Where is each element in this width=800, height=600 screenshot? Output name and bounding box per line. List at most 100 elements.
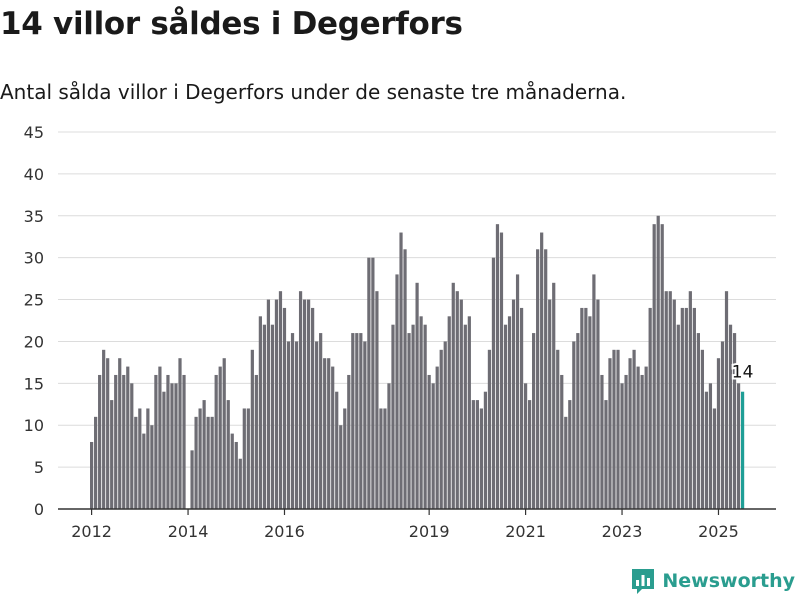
bar bbox=[736, 383, 741, 509]
y-tick-label: 0 bbox=[34, 500, 44, 519]
bar bbox=[540, 232, 544, 509]
y-tick-label: 40 bbox=[24, 165, 44, 184]
bar bbox=[463, 324, 467, 509]
bar bbox=[552, 282, 556, 509]
bar bbox=[102, 349, 106, 509]
bar bbox=[447, 316, 451, 509]
bar bbox=[423, 324, 427, 509]
bar bbox=[190, 450, 194, 509]
y-tick-label: 5 bbox=[34, 458, 44, 477]
bar bbox=[274, 299, 279, 509]
bar bbox=[656, 215, 660, 509]
bar bbox=[278, 291, 283, 509]
bar bbox=[270, 324, 275, 509]
bar bbox=[495, 224, 500, 509]
bar bbox=[684, 307, 688, 509]
bar bbox=[315, 341, 319, 509]
bar bbox=[584, 307, 588, 509]
bar bbox=[90, 441, 94, 509]
bar bbox=[146, 408, 150, 509]
bar bbox=[347, 374, 351, 509]
bar bbox=[443, 341, 447, 509]
highlight-bar bbox=[740, 391, 745, 509]
bar bbox=[660, 224, 664, 509]
bar bbox=[323, 358, 327, 509]
bar bbox=[94, 416, 98, 509]
bar bbox=[680, 307, 684, 509]
bar bbox=[616, 349, 620, 509]
bar bbox=[435, 366, 439, 509]
bar bbox=[298, 291, 303, 509]
bar bbox=[383, 408, 387, 509]
bar bbox=[126, 366, 130, 509]
bar bbox=[130, 383, 134, 509]
y-tick-label: 15 bbox=[24, 374, 44, 393]
bar bbox=[628, 358, 632, 509]
bar bbox=[604, 400, 608, 509]
bar bbox=[138, 408, 142, 509]
bar bbox=[415, 282, 419, 509]
bar bbox=[544, 249, 548, 510]
bar bbox=[564, 416, 568, 509]
bar bbox=[419, 316, 423, 509]
bar bbox=[491, 257, 496, 509]
bar bbox=[331, 366, 335, 509]
bar bbox=[459, 299, 463, 509]
x-tick-label: 2016 bbox=[264, 522, 305, 541]
bar bbox=[515, 274, 520, 509]
bar bbox=[214, 374, 218, 509]
brand-name: Newsworthy bbox=[662, 570, 795, 592]
bar bbox=[206, 416, 210, 509]
bar bbox=[528, 400, 532, 509]
bar bbox=[355, 333, 359, 509]
bar bbox=[507, 316, 512, 509]
bar bbox=[118, 358, 122, 509]
bar bbox=[411, 324, 415, 509]
bar bbox=[282, 307, 287, 509]
bar bbox=[499, 232, 504, 509]
bar bbox=[580, 307, 584, 509]
bar bbox=[632, 349, 636, 509]
bar bbox=[302, 299, 307, 509]
bar bbox=[648, 307, 652, 509]
bar bbox=[258, 316, 262, 509]
bar bbox=[479, 408, 483, 509]
bar bbox=[596, 299, 600, 509]
bar bbox=[154, 374, 158, 509]
bar bbox=[688, 291, 692, 509]
bar bbox=[266, 299, 271, 509]
bar-chart-logo-icon bbox=[632, 569, 655, 594]
bar bbox=[728, 324, 733, 509]
bar bbox=[226, 400, 230, 509]
bar bbox=[327, 358, 331, 509]
bar bbox=[234, 441, 238, 509]
bar bbox=[640, 374, 644, 509]
bar bbox=[230, 433, 234, 509]
bar bbox=[664, 291, 668, 509]
bar bbox=[576, 333, 580, 509]
bar bbox=[732, 333, 737, 509]
bar bbox=[198, 408, 202, 509]
bar bbox=[106, 358, 110, 509]
bar bbox=[720, 341, 725, 509]
bar bbox=[704, 391, 709, 509]
bar bbox=[536, 249, 540, 510]
bar bbox=[335, 391, 339, 509]
bar bbox=[170, 383, 174, 509]
bar bbox=[696, 333, 700, 509]
bar bbox=[427, 374, 431, 509]
bar bbox=[652, 224, 656, 509]
bar bbox=[387, 383, 391, 509]
bar bbox=[692, 307, 696, 509]
bar bbox=[708, 383, 713, 509]
bar bbox=[431, 383, 435, 509]
bar bbox=[262, 324, 266, 509]
bar bbox=[487, 349, 492, 509]
bar bbox=[319, 333, 323, 509]
chart-subtitle: Antal sålda villor i Degerfors under de … bbox=[0, 80, 627, 104]
bar bbox=[672, 299, 676, 509]
bar bbox=[363, 341, 367, 509]
bar bbox=[519, 307, 524, 509]
brand-logo[interactable]: Newsworthy bbox=[630, 567, 795, 595]
bar bbox=[242, 408, 246, 509]
